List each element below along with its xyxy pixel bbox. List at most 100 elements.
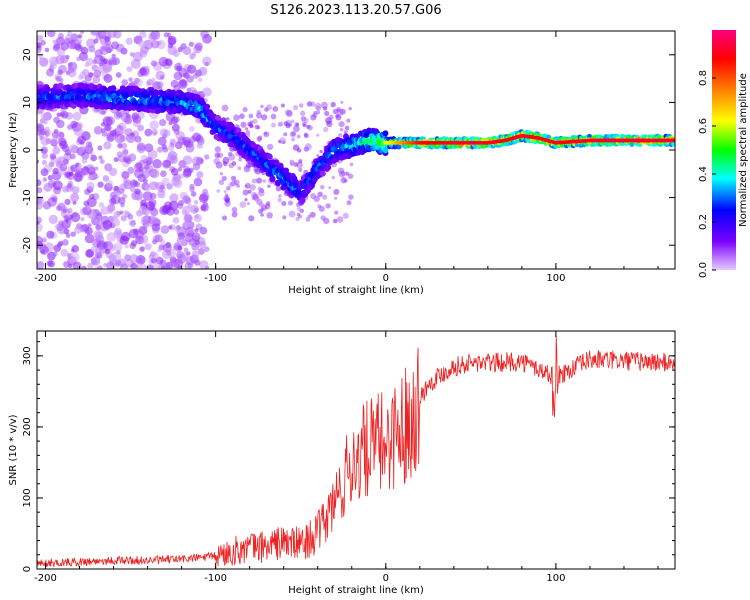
y-tick-label: -20 <box>22 237 33 253</box>
heatmap-cell <box>177 167 183 172</box>
heatmap-cell <box>266 153 273 160</box>
heatmap-cell <box>122 148 129 156</box>
heatmap-cell <box>97 181 104 188</box>
heatmap-cell <box>93 38 99 44</box>
heatmap-cell <box>70 164 78 173</box>
heatmap-cell <box>40 168 49 177</box>
x-tick-label: 0 <box>383 273 389 284</box>
heatmap-cell <box>142 191 153 201</box>
colorbar-tick-label: 0.4 <box>698 166 709 182</box>
heatmap-cell <box>77 39 83 44</box>
heatmap-cell <box>132 264 139 269</box>
heatmap-cell <box>105 180 114 188</box>
heatmap-cell <box>303 133 309 139</box>
heatmap-cell <box>186 75 194 83</box>
heatmap-cell <box>192 163 201 171</box>
heatmap-cell <box>165 112 176 122</box>
heatmap-cell <box>152 159 162 169</box>
heatmap-cell <box>52 146 61 155</box>
heatmap-cell <box>138 166 145 172</box>
heatmap-cell <box>319 170 326 177</box>
heatmap-cell <box>346 200 352 206</box>
heatmap-cell <box>159 184 165 190</box>
heatmap-cell <box>186 251 191 256</box>
heatmap-cell <box>87 142 93 147</box>
heatmap-cell <box>304 143 312 151</box>
heatmap-cell <box>37 223 43 232</box>
heatmap-cell <box>134 135 142 143</box>
heatmap-cell <box>249 184 256 191</box>
heatmap-cell <box>99 159 105 164</box>
heatmap-cell <box>202 56 212 66</box>
heatmap-cell <box>90 154 98 162</box>
heatmap-cell <box>272 106 279 112</box>
heatmap-cell <box>203 246 210 253</box>
heatmap-cell <box>167 35 173 41</box>
heatmap-cell <box>106 261 115 269</box>
y-tick-label: 200 <box>22 417 33 436</box>
heatmap-cell <box>144 183 153 192</box>
heatmap-cell <box>88 45 96 53</box>
heatmap-cell <box>258 190 265 197</box>
heatmap-cell <box>320 184 325 190</box>
heatmap-cell <box>170 258 181 269</box>
heatmap-cell <box>196 171 204 179</box>
heatmap-cell <box>37 261 45 269</box>
heatmap-cell <box>70 212 81 223</box>
heatmap-cell <box>289 159 295 165</box>
heatmap-cell <box>285 109 292 116</box>
heatmap-cell <box>348 194 354 200</box>
heatmap-cell <box>310 101 316 107</box>
heatmap-cell <box>50 137 58 145</box>
heatmap-cell <box>283 132 288 137</box>
heatmap-cell <box>349 162 354 167</box>
heatmap-cell <box>51 196 58 203</box>
heatmap-cell <box>269 175 276 182</box>
heatmap-cell <box>97 145 103 151</box>
heatmap-cell <box>275 185 282 192</box>
heatmap-cell <box>113 31 122 39</box>
heatmap-cell <box>149 168 160 179</box>
heatmap-cell <box>137 70 145 78</box>
snr-ticks: -200 -100 0 100 0 100 200 300 <box>22 331 675 584</box>
heatmap-cell <box>56 205 62 212</box>
heatmap-cell <box>80 145 86 151</box>
heatmap-cell <box>266 212 273 219</box>
heatmap-cell <box>177 232 185 240</box>
figure-title: S126.2023.113.20.57.G06 <box>270 3 441 18</box>
heatmap-cell <box>197 77 203 83</box>
heatmap-cell <box>168 121 173 126</box>
heatmap-cell <box>82 205 92 216</box>
heatmap-cell <box>236 184 240 188</box>
heatmap-cell <box>54 73 62 82</box>
heatmap-cell <box>246 202 251 206</box>
heatmap-cell <box>93 125 103 135</box>
heatmap-cell <box>249 120 254 124</box>
x-tick-label: -100 <box>204 273 227 284</box>
heatmap-cell <box>318 205 325 212</box>
heatmap-cell <box>115 72 122 78</box>
heatmap-cell <box>196 142 204 149</box>
heatmap-cell <box>382 147 389 154</box>
heatmap-cell <box>290 131 296 137</box>
heatmap-cell <box>56 156 67 166</box>
heatmap-cell <box>178 67 188 78</box>
x-tick-label: -100 <box>204 573 227 584</box>
heatmap-cell <box>119 263 128 269</box>
heatmap-cell <box>87 175 93 181</box>
heatmap-cell <box>143 39 154 50</box>
heatmap-cell <box>60 108 66 114</box>
heatmap-cell <box>242 189 249 196</box>
heatmap-cell <box>67 62 73 68</box>
heatmap-cell <box>59 140 68 150</box>
heatmap-cell <box>295 216 300 222</box>
spectrogram-frame <box>36 30 676 270</box>
heatmap-cell <box>166 32 172 37</box>
heatmap-cell <box>40 40 46 46</box>
heatmap-cell <box>139 246 145 252</box>
heatmap-cell <box>67 67 77 78</box>
heatmap-cell <box>339 127 344 132</box>
heatmap-cell <box>46 260 54 267</box>
heatmap-cell <box>282 140 286 145</box>
heatmap-cell <box>100 206 109 215</box>
